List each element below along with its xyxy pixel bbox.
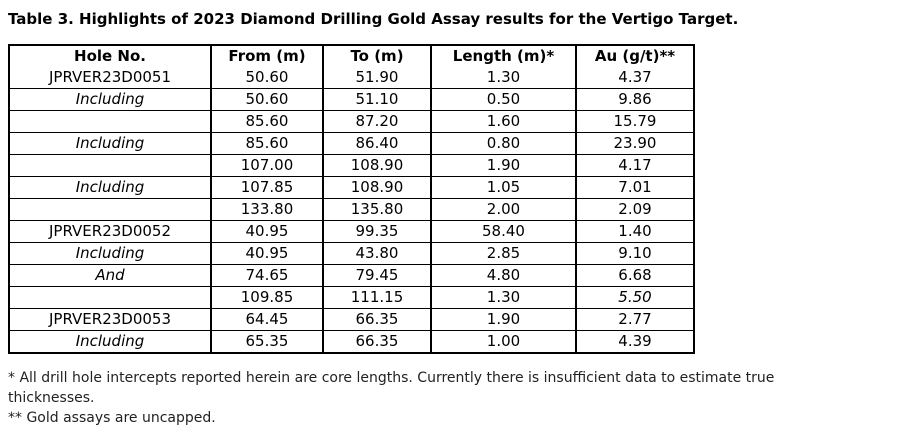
cell-from: 40.95: [210, 220, 323, 243]
cell-to: 108.90: [322, 154, 431, 177]
table-row: Including 85.60 86.40 0.80 23.90: [9, 132, 694, 155]
cell-hole-no: JPRVER23D0053: [9, 308, 211, 331]
cell-to: 66.35: [322, 308, 431, 331]
table-header: Hole No. From (m) To (m) Length (m)* Au …: [9, 45, 694, 67]
table-row: Including 40.95 43.80 2.85 9.10: [9, 242, 694, 265]
cell-from: 40.95: [210, 242, 323, 265]
table-row: JPRVER23D0053 64.45 66.35 1.90 2.77: [9, 308, 694, 331]
cell-from: 133.80: [210, 198, 323, 221]
cell-length: 1.90: [430, 308, 576, 331]
cell-to: 108.90: [322, 176, 431, 199]
cell-to: 111.15: [322, 286, 431, 309]
cell-length: 0.50: [430, 88, 576, 111]
cell-from: 107.00: [210, 154, 323, 177]
cell-length: 1.60: [430, 110, 576, 133]
header-length: Length (m)*: [430, 45, 576, 67]
cell-au: 4.37: [575, 67, 694, 89]
cell-from: 65.35: [210, 330, 323, 353]
cell-au: 4.39: [575, 330, 694, 353]
cell-from: 50.60: [210, 88, 323, 111]
cell-hole-no: JPRVER23D0051: [48, 68, 172, 86]
cell-au: 9.86: [575, 88, 694, 111]
cell-hole-no: Including: [9, 242, 211, 265]
cell-au: 5.50: [575, 286, 694, 309]
cell-au: 2.77: [575, 308, 694, 331]
cell-from: 107.85: [210, 176, 323, 199]
cell-to: 51.10: [322, 88, 431, 111]
cell-length: 1.30: [430, 67, 576, 89]
cell-au: 15.79: [575, 110, 694, 133]
table-row: Including 65.35 66.35 1.00 4.39: [9, 330, 694, 353]
cell-length: 1.90: [430, 154, 576, 177]
cell-au: 1.40: [575, 220, 694, 243]
table-row: 107.00 108.90 1.90 4.17: [9, 154, 694, 177]
cell-from: 64.45: [210, 308, 323, 331]
cell-au: 7.01: [575, 176, 694, 199]
assay-results-table: Hole No. From (m) To (m) Length (m)* Au …: [8, 44, 695, 354]
header-au: Au (g/t)**: [575, 45, 694, 67]
cell-length: 1.00: [430, 330, 576, 353]
cell-hole-no: Including: [9, 132, 211, 155]
cell-length: 1.30: [430, 286, 576, 309]
cell-au: 23.90: [575, 132, 694, 155]
cell-to: 43.80: [322, 242, 431, 265]
cell-from: 109.85: [210, 286, 323, 309]
table-title: Table 3. Highlights of 2023 Diamond Dril…: [8, 10, 739, 28]
cell-to: 86.40: [322, 132, 431, 155]
table-row: 85.60 87.20 1.60 15.79: [9, 110, 694, 133]
cell-au: 2.09: [575, 198, 694, 221]
header-to: To (m): [322, 45, 431, 67]
cell-hole-no: And: [9, 264, 211, 287]
cell-from: 85.60: [210, 110, 323, 133]
table-row: Including 50.60 51.10 0.50 9.86: [9, 88, 694, 111]
header-row: Hole No. From (m) To (m) Length (m)* Au …: [9, 45, 694, 67]
table-row: JPRVER23D0051 50.60 51.90 1.30 4.37: [9, 67, 694, 89]
cell-hole-no: JPRVER23D0052: [9, 220, 211, 243]
footnotes: * All drill hole intercepts reported her…: [8, 368, 909, 428]
footnote-core-lengths-line2: thicknesses.: [8, 390, 95, 406]
table-row: 133.80 135.80 2.00 2.09: [9, 198, 694, 221]
cell-au: 9.10: [575, 242, 694, 265]
header-from: From (m): [210, 45, 323, 67]
cell-to: 79.45: [322, 264, 431, 287]
cell-hole-no: Including: [9, 176, 211, 199]
cell-length: 58.40: [430, 220, 576, 243]
cell-length: 0.80: [430, 132, 576, 155]
cell-from: 74.65: [210, 264, 323, 287]
cell-to: 66.35: [322, 330, 431, 353]
cell-from: 50.60: [210, 67, 323, 89]
cell-hole-no: Including: [9, 88, 211, 111]
cell-au: 6.68: [575, 264, 694, 287]
cell-to: 135.80: [322, 198, 431, 221]
table-row: Including 107.85 108.90 1.05 7.01: [9, 176, 694, 199]
cell-hole-no: [9, 286, 211, 309]
table-row: And 74.65 79.45 4.80 6.68: [9, 264, 694, 287]
table-row: JPRVER23D0052 40.95 99.35 58.40 1.40: [9, 220, 694, 243]
cell-length: 1.05: [430, 176, 576, 199]
cell-to: 51.90: [322, 67, 431, 89]
cell-hole-no: Including: [9, 330, 211, 353]
cell-length: 2.85: [430, 242, 576, 265]
cell-hole-no: [9, 198, 211, 221]
cell-au: 4.17: [575, 154, 694, 177]
cell-to: 99.35: [322, 220, 431, 243]
cell-length: 4.80: [430, 264, 576, 287]
cell-to: 87.20: [322, 110, 431, 133]
cell-length: 2.00: [430, 198, 576, 221]
table-row: 109.85 111.15 1.30 5.50: [9, 286, 694, 309]
table-body: JPRVER23D0051 50.60 51.90 1.30 4.37 Incl…: [9, 67, 694, 353]
cell-hole-no: [9, 154, 211, 177]
footnote-uncapped: ** Gold assays are uncapped.: [8, 410, 216, 426]
cell-hole-no: [9, 110, 211, 133]
footnote-core-lengths-line1: * All drill hole intercepts reported her…: [8, 370, 775, 386]
header-hole-no: Hole No.: [74, 47, 146, 65]
cell-from: 85.60: [210, 132, 323, 155]
